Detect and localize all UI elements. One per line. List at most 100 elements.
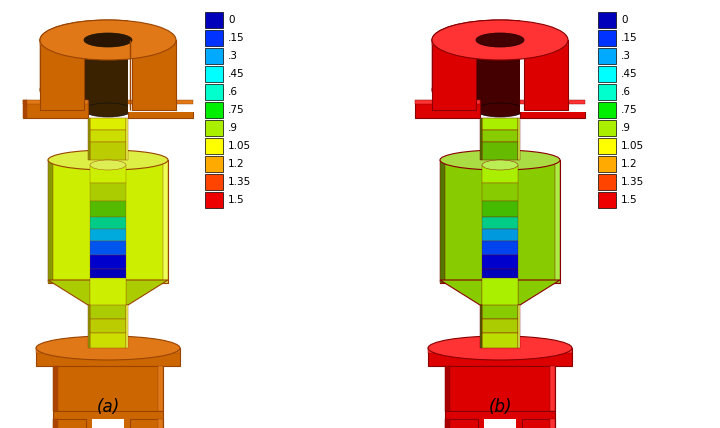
Text: .6: .6	[228, 87, 238, 97]
Ellipse shape	[476, 32, 524, 48]
Polygon shape	[90, 229, 126, 241]
Polygon shape	[482, 241, 518, 255]
Polygon shape	[482, 229, 518, 241]
Polygon shape	[445, 366, 450, 411]
Polygon shape	[90, 305, 126, 317]
FancyBboxPatch shape	[598, 120, 616, 136]
FancyBboxPatch shape	[598, 66, 616, 82]
Polygon shape	[440, 280, 560, 305]
Polygon shape	[90, 118, 126, 130]
Polygon shape	[445, 366, 555, 411]
FancyBboxPatch shape	[598, 12, 616, 28]
Polygon shape	[445, 419, 450, 428]
Polygon shape	[48, 160, 168, 283]
Polygon shape	[53, 411, 163, 428]
Ellipse shape	[476, 33, 524, 47]
Ellipse shape	[482, 160, 518, 170]
Polygon shape	[40, 40, 84, 110]
Polygon shape	[88, 305, 90, 348]
Polygon shape	[432, 40, 476, 110]
Polygon shape	[132, 40, 176, 110]
FancyBboxPatch shape	[205, 192, 223, 208]
Polygon shape	[445, 419, 478, 428]
Text: 1.2: 1.2	[621, 159, 638, 169]
Ellipse shape	[84, 103, 132, 117]
Text: .3: .3	[621, 51, 631, 61]
Text: .45: .45	[228, 69, 245, 79]
Polygon shape	[520, 100, 585, 118]
Polygon shape	[90, 333, 126, 349]
Polygon shape	[520, 100, 585, 104]
Polygon shape	[90, 255, 126, 269]
Polygon shape	[445, 411, 555, 428]
Polygon shape	[482, 255, 518, 269]
Polygon shape	[428, 348, 572, 353]
Polygon shape	[88, 118, 90, 160]
Polygon shape	[90, 278, 126, 349]
FancyBboxPatch shape	[205, 66, 223, 82]
Polygon shape	[90, 241, 126, 255]
Polygon shape	[84, 40, 132, 110]
Ellipse shape	[48, 150, 168, 170]
FancyBboxPatch shape	[598, 156, 616, 172]
Polygon shape	[36, 348, 180, 353]
Polygon shape	[128, 100, 193, 104]
Text: .6: .6	[621, 87, 631, 97]
Text: .45: .45	[621, 69, 638, 79]
FancyBboxPatch shape	[598, 30, 616, 46]
Polygon shape	[482, 333, 518, 349]
FancyBboxPatch shape	[598, 138, 616, 154]
Polygon shape	[482, 183, 518, 201]
Polygon shape	[432, 40, 568, 90]
Text: .15: .15	[621, 33, 638, 43]
Text: .75: .75	[621, 105, 638, 115]
Ellipse shape	[432, 70, 568, 110]
Polygon shape	[555, 160, 560, 283]
Polygon shape	[90, 305, 126, 319]
Polygon shape	[40, 40, 84, 45]
Ellipse shape	[36, 336, 180, 360]
Polygon shape	[482, 142, 518, 160]
Polygon shape	[23, 100, 88, 118]
Text: .75: .75	[228, 105, 245, 115]
Polygon shape	[90, 269, 126, 281]
Ellipse shape	[84, 32, 132, 48]
Polygon shape	[482, 130, 518, 142]
Text: 1.05: 1.05	[228, 141, 251, 151]
Polygon shape	[158, 419, 163, 428]
Ellipse shape	[476, 103, 524, 117]
Polygon shape	[482, 201, 518, 217]
Polygon shape	[522, 419, 555, 428]
Polygon shape	[90, 317, 126, 333]
Polygon shape	[482, 305, 518, 319]
Ellipse shape	[440, 150, 560, 170]
Ellipse shape	[40, 20, 176, 60]
Polygon shape	[90, 130, 126, 142]
FancyBboxPatch shape	[598, 48, 616, 64]
Polygon shape	[415, 100, 480, 118]
Ellipse shape	[428, 336, 572, 360]
Ellipse shape	[432, 20, 568, 60]
Polygon shape	[48, 280, 168, 305]
Polygon shape	[560, 40, 568, 90]
Polygon shape	[90, 165, 126, 183]
FancyBboxPatch shape	[205, 156, 223, 172]
Polygon shape	[132, 40, 176, 45]
Polygon shape	[482, 278, 518, 349]
Polygon shape	[126, 118, 128, 160]
FancyBboxPatch shape	[205, 84, 223, 100]
Polygon shape	[92, 419, 124, 428]
Polygon shape	[518, 305, 520, 348]
Text: .9: .9	[228, 123, 238, 133]
Polygon shape	[90, 183, 126, 201]
FancyBboxPatch shape	[205, 174, 223, 190]
Ellipse shape	[90, 160, 126, 170]
Polygon shape	[40, 40, 48, 90]
Polygon shape	[482, 333, 518, 348]
Ellipse shape	[432, 20, 568, 60]
FancyBboxPatch shape	[205, 12, 223, 28]
Polygon shape	[90, 293, 126, 305]
Text: (a): (a)	[96, 398, 120, 416]
Ellipse shape	[84, 33, 132, 47]
FancyBboxPatch shape	[205, 30, 223, 46]
